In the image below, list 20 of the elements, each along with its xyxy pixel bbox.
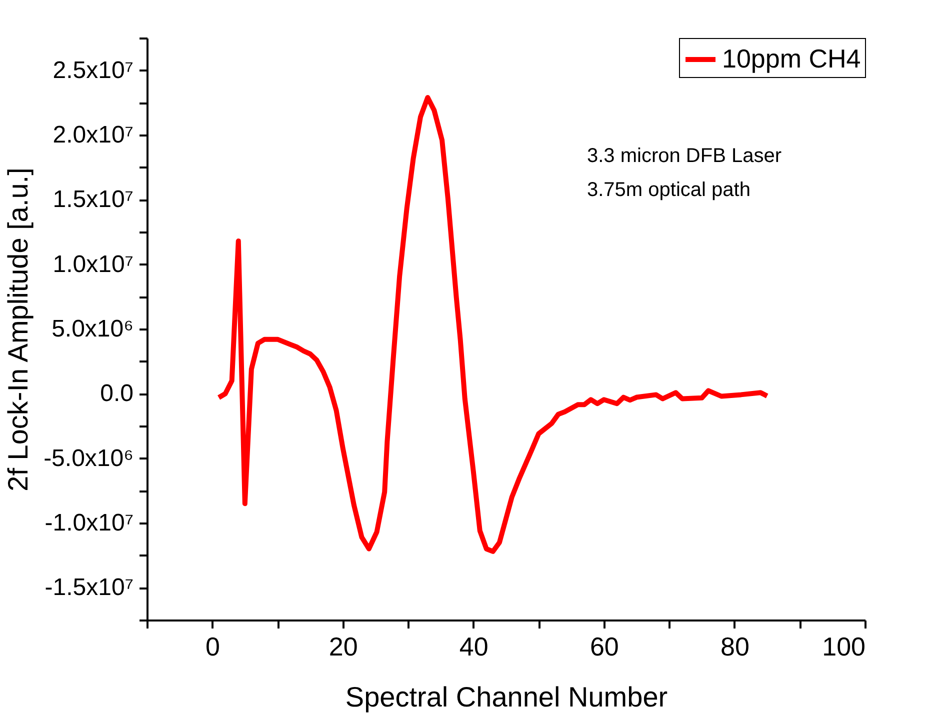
- annotation: 3.3 micron DFB Laser: [587, 145, 782, 167]
- y-tick-label: 5.0x10⁶: [52, 316, 134, 342]
- y-tick-label: 2.0x10⁷: [52, 122, 134, 148]
- y-axis-title: 2f Lock-In Amplitude [a.u.]: [2, 168, 34, 492]
- x-tick-label: 80: [720, 632, 750, 662]
- y-tick-label: -5.0x10⁶: [44, 444, 134, 472]
- legend-label: 10ppm CH4: [722, 44, 861, 74]
- y-tick-label: -1.0x10⁷: [44, 510, 134, 536]
- x-tick-label: 100: [822, 632, 866, 662]
- y-tick-label: 0.0: [100, 380, 134, 408]
- y-tick-label: 2.5x10⁷: [52, 56, 134, 84]
- x-tick-label: 40: [459, 632, 488, 662]
- x-tick-label: 60: [590, 632, 619, 662]
- annotation: 3.75m optical path: [587, 179, 750, 201]
- y-tick-label: 1.5x10⁷: [52, 186, 134, 214]
- y-tick-label: 1.0x10⁷: [52, 250, 134, 278]
- x-axis-title: Spectral Channel Number: [345, 682, 668, 712]
- x-tick-label: 20: [328, 632, 358, 662]
- x-tick-label: 0: [206, 632, 220, 662]
- y-tick-label: -1.5x10⁷: [44, 574, 134, 602]
